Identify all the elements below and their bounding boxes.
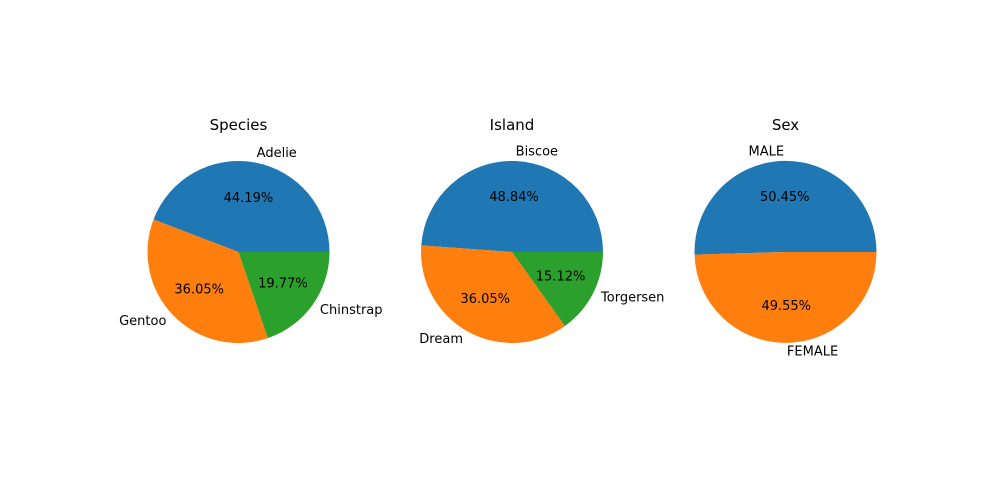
island-slice-torgersen	[512, 252, 603, 327]
species-pie-chart: Adelie 44.19% Gentoo 36.05% Chinstrap 19.77% S…	[119, 116, 383, 344]
island-percent-torgersen: 15.12%	[536, 269, 586, 284]
species-slice-adelie	[153, 161, 330, 252]
species-label-gentoo: Gentoo	[119, 314, 166, 329]
island-percent-dream: 36.05%	[460, 292, 510, 307]
species-percent-adelie: 44.19%	[224, 191, 274, 206]
island-label-dream: Dream	[419, 332, 463, 347]
sex-label-female: FEMALE	[787, 345, 838, 360]
island-percent-biscoe: 48.84%	[489, 190, 539, 205]
species-label-chinstrap: Chinstrap	[320, 303, 383, 318]
island-slice-biscoe	[421, 160, 603, 252]
sex-label-male: MALE	[749, 144, 785, 159]
species-slice-gentoo	[147, 219, 268, 344]
species-slice-chinstrap	[238, 252, 330, 339]
island-label-torgersen: Torgersen	[600, 290, 664, 305]
sex-pie-chart: MALE 50.45% FEMALE 49.55% Sex	[694, 116, 877, 360]
island-pie-chart: Biscoe 48.84% Dream 36.05% Torgersen 15.12% Is…	[419, 116, 664, 347]
sex-percent-male: 50.45%	[760, 190, 810, 205]
species-percent-chinstrap: 19.77%	[258, 276, 308, 291]
species-percent-gentoo: 36.05%	[174, 282, 224, 297]
island-chart-title: Island	[490, 116, 535, 134]
species-label-adelie: Adelie	[257, 146, 297, 161]
island-slice-dream	[420, 245, 565, 344]
sex-slice-male	[694, 160, 877, 255]
species-chart-title: Species	[210, 116, 268, 134]
sex-chart-title: Sex	[772, 116, 799, 134]
sex-percent-female: 49.55%	[761, 299, 811, 314]
island-label-biscoe: Biscoe	[516, 144, 558, 159]
sex-slice-female	[694, 252, 877, 343]
